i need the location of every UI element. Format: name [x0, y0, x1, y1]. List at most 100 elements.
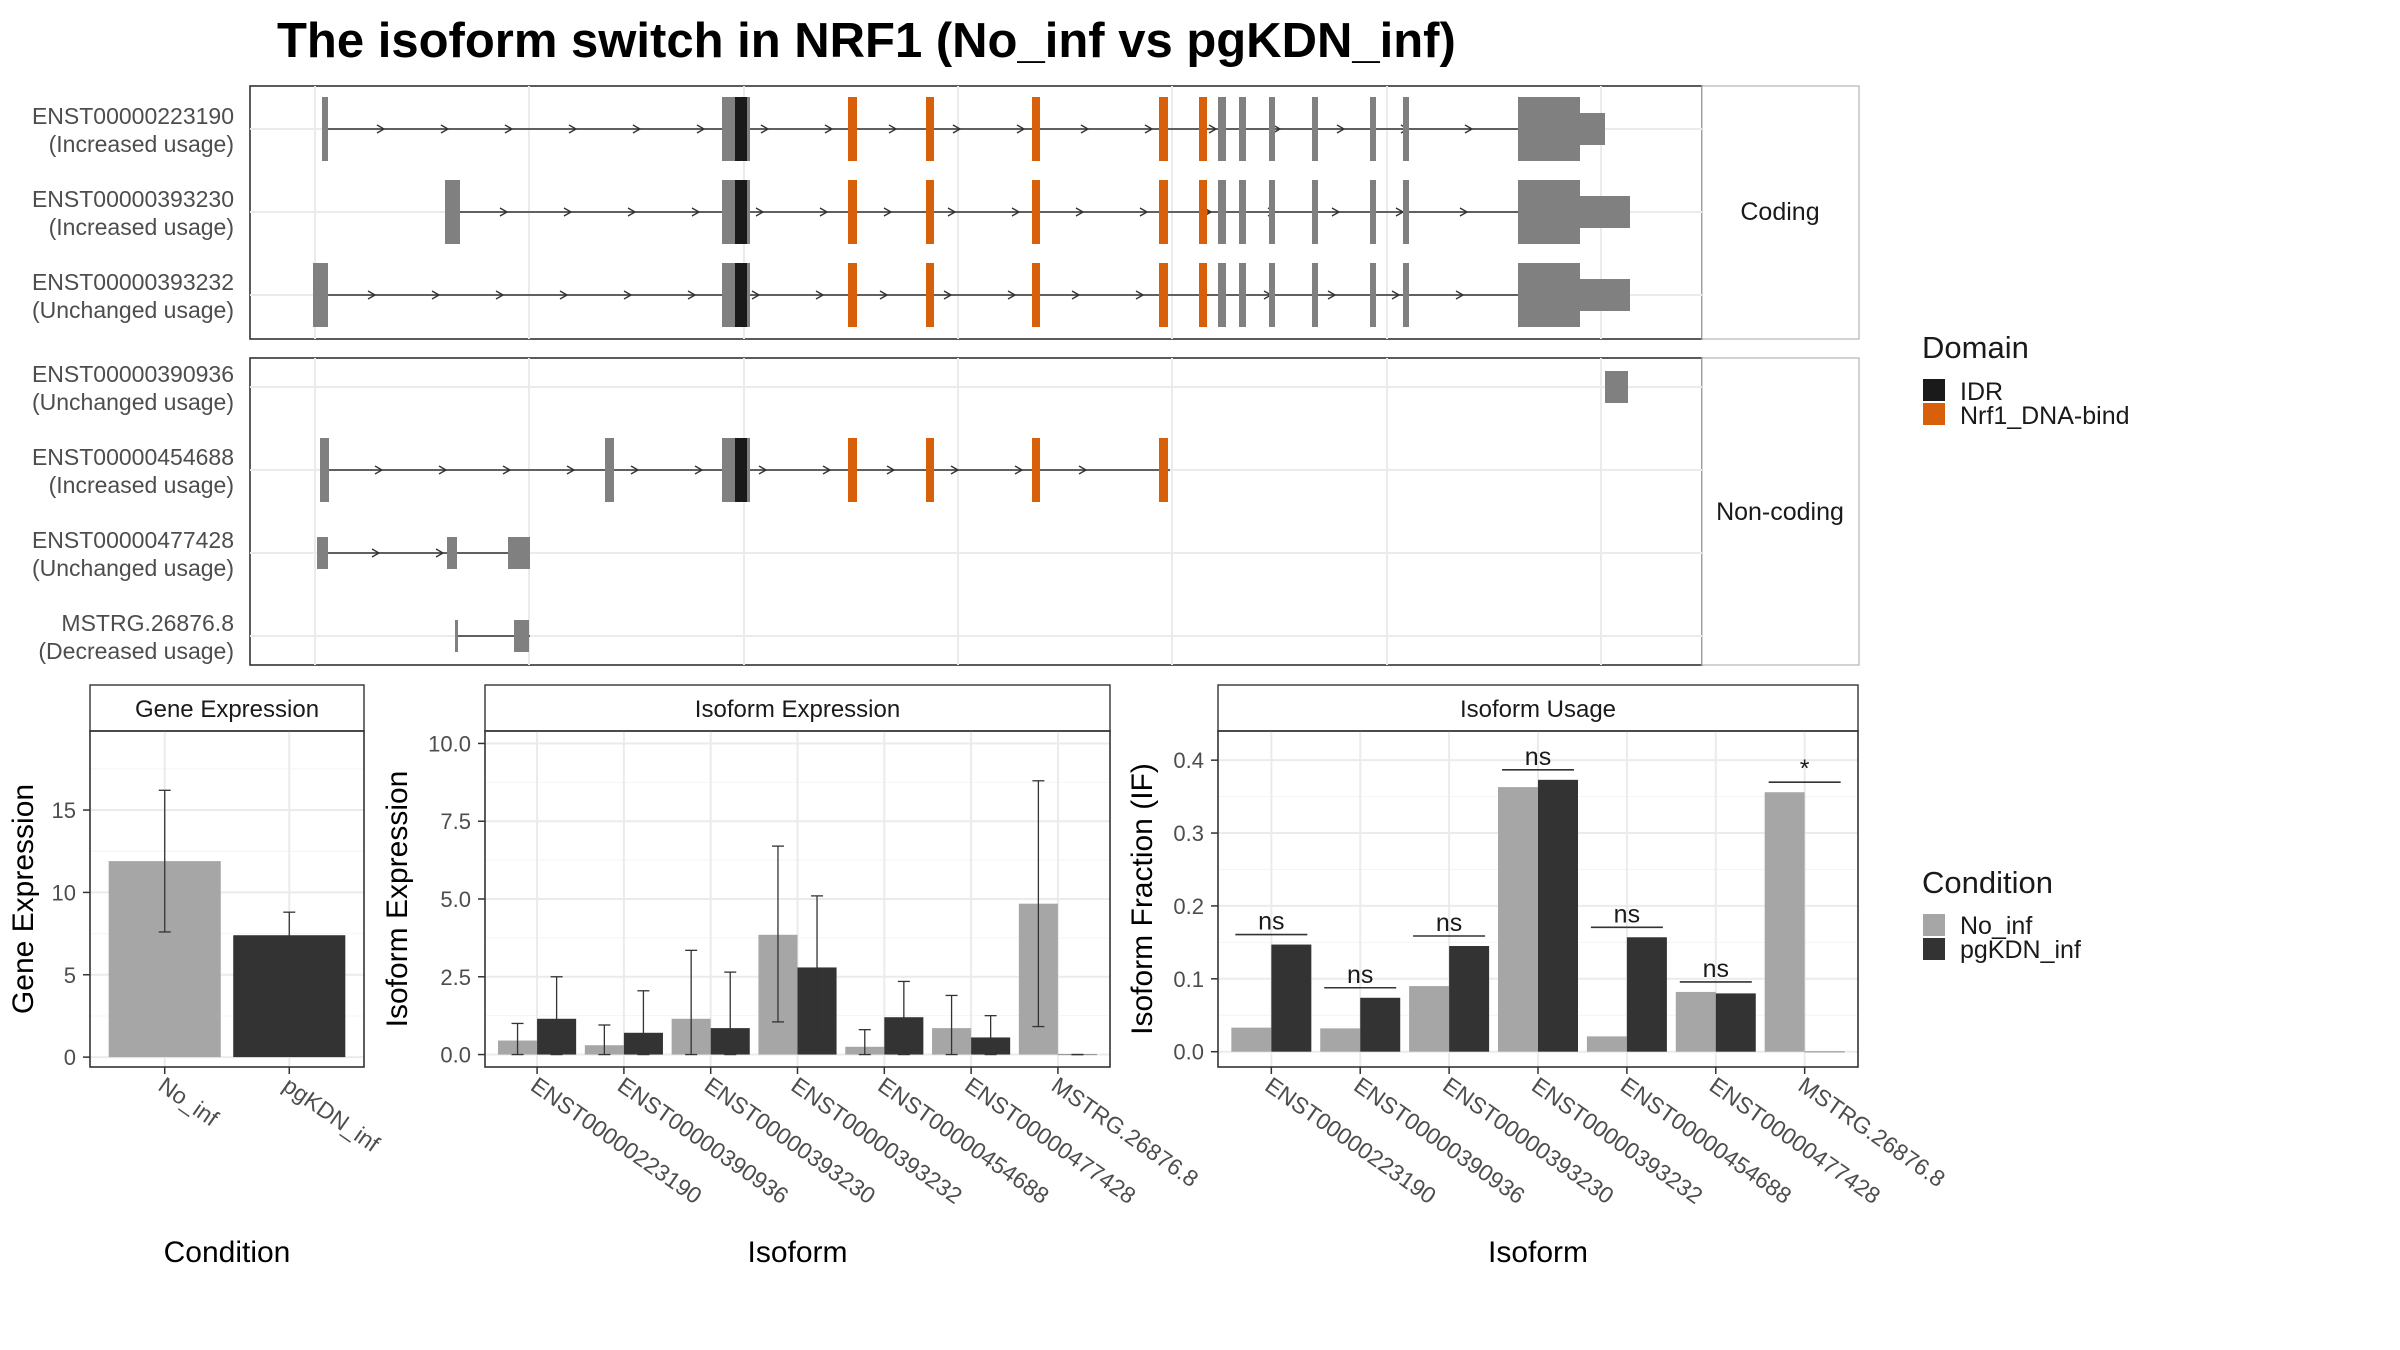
domain-legend: Domain IDR Nrf1_DNA-bind	[1922, 330, 2130, 430]
significance-label: *	[1800, 755, 1810, 783]
bar	[1804, 1051, 1845, 1053]
exon	[445, 180, 460, 244]
isoform-label-usage: (Decreased usage)	[38, 638, 234, 664]
exon	[1518, 263, 1574, 327]
exon	[1312, 180, 1318, 244]
exon	[320, 438, 329, 502]
strand-arrow	[824, 124, 834, 134]
nrf1-dna-bind-domain	[848, 263, 857, 327]
nrf1-dna-bind-domain	[848, 438, 857, 502]
strand-arrow	[1272, 124, 1282, 134]
strand-arrow	[566, 465, 576, 475]
strand-arrow	[1011, 207, 1021, 217]
bar	[1320, 1028, 1361, 1052]
structure-facet-coding: Coding ENST00000223190 (Increased usage)…	[32, 85, 1860, 340]
exon	[514, 620, 529, 652]
exon	[455, 620, 458, 652]
exon	[1269, 180, 1275, 244]
coding-facet-label: Coding	[1740, 198, 1819, 226]
nrf1-dna-bind-domain	[848, 180, 857, 244]
strand-arrow	[888, 124, 898, 134]
exon	[1518, 97, 1574, 161]
legend-key-pgkdn-inf	[1923, 938, 1945, 960]
exon	[722, 438, 735, 502]
nrf1-dna-bind-domain	[1199, 180, 1207, 244]
panel-strip	[1217, 684, 1859, 732]
nrf1-dna-bind-domain	[1032, 97, 1040, 161]
exon	[1239, 180, 1246, 244]
coding-isoform-tracks	[313, 97, 1630, 327]
strand-arrow	[438, 465, 448, 475]
bar	[1586, 1036, 1627, 1052]
strand-arrow	[1391, 290, 1401, 300]
y-tick-label: 2.5	[440, 965, 471, 990]
nrf1-dna-bind-domain	[1199, 97, 1207, 161]
y-tick-label: 10.0	[428, 731, 471, 756]
y-tick-label: 0.1	[1173, 967, 1204, 992]
exon	[722, 97, 735, 161]
nrf1-dna-bind-domain	[1159, 263, 1168, 327]
strand-arrow	[632, 124, 642, 134]
strand-arrow	[952, 124, 962, 134]
nrf1-dna-bind-domain	[848, 97, 857, 161]
exon	[1239, 97, 1246, 161]
coding-isoform-labels: ENST00000223190 (Increased usage) ENST00…	[32, 103, 234, 323]
strand-arrow	[879, 290, 889, 300]
strand-arrow	[943, 290, 953, 300]
isoform-label-id: ENST00000393232	[32, 269, 234, 295]
bar	[1360, 997, 1401, 1052]
strand-arrow	[1007, 290, 1017, 300]
x-axis-title: Isoform	[1488, 1236, 1588, 1269]
utr-exon	[1580, 196, 1630, 228]
exon	[722, 180, 735, 244]
strand-arrow	[630, 465, 640, 475]
strand-arrow	[886, 465, 896, 475]
isoform-label-id: ENST00000223190	[32, 103, 234, 129]
significance-label: ns	[1525, 743, 1551, 771]
legend-label-nrf1-dna-bind: Nrf1_DNA-bind	[1960, 402, 2130, 430]
strand-arrow	[435, 548, 445, 558]
isoform-label-id: ENST00000477428	[32, 527, 234, 553]
y-axis-title: Isoform Fraction (IF)	[1126, 763, 1159, 1035]
exon	[1269, 263, 1275, 327]
strand-arrow	[758, 465, 768, 475]
significance-label: ns	[1614, 900, 1640, 928]
bar	[1449, 946, 1490, 1052]
condition-legend: Condition No_inf pgKDN_inf	[1922, 865, 2081, 964]
bar	[1626, 937, 1667, 1052]
structure-facet-noncoding: Non-coding ENST00000390936 (Unchanged us…	[32, 357, 1860, 666]
y-axis-title: Isoform Expression	[381, 771, 414, 1028]
panel-title: Gene Expression	[135, 696, 319, 723]
exon	[1518, 180, 1574, 244]
exon	[1269, 97, 1275, 161]
strand-arrow	[819, 207, 829, 217]
strand-arrow	[440, 124, 450, 134]
strand-arrow	[1464, 124, 1474, 134]
strand-arrow	[694, 465, 704, 475]
panel-title: Isoform Expression	[695, 696, 900, 723]
significance-label: ns	[1258, 908, 1284, 936]
exon	[1218, 263, 1226, 327]
y-tick-label: 0.0	[440, 1043, 471, 1068]
x-tick-label: No_inf	[154, 1072, 224, 1132]
isoform-label-usage: (Increased usage)	[49, 131, 234, 157]
exon	[1370, 180, 1376, 244]
exon	[1370, 97, 1376, 161]
strand-arrow	[371, 548, 381, 558]
idr-domain	[735, 97, 747, 161]
x-tick-label: MSTRG.26876.8	[1047, 1072, 1203, 1192]
strand-arrow	[1144, 124, 1154, 134]
strand-arrow	[883, 207, 893, 217]
strand-arrow	[822, 465, 832, 475]
isoform-label-usage: (Unchanged usage)	[32, 555, 234, 581]
strand-arrow	[1078, 465, 1088, 475]
exon	[322, 97, 328, 161]
exon	[1568, 263, 1580, 327]
isoform-expression-chart: Isoform Expression0.02.55.07.510.0ENST00…	[381, 684, 1203, 1269]
strand-arrow	[1208, 124, 1218, 134]
nrf1-dna-bind-domain	[1199, 263, 1207, 327]
strand-arrow	[1459, 207, 1469, 217]
isoform-label-id: ENST00000393230	[32, 186, 234, 212]
strand-arrow	[947, 207, 957, 217]
